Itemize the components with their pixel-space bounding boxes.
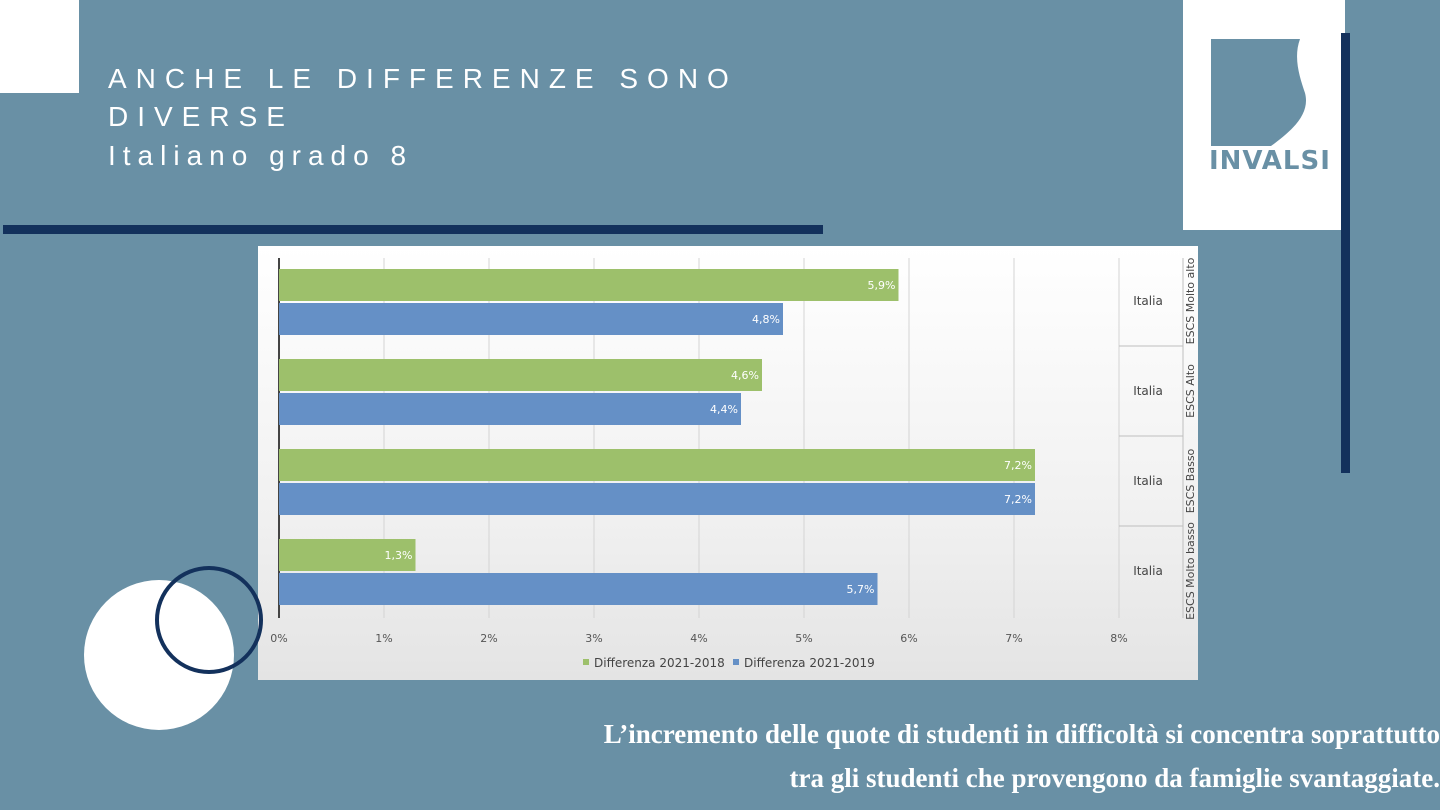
- bar: [279, 573, 878, 605]
- bar: [279, 449, 1035, 481]
- caption-line-2: tra gli studenti che provengono da famig…: [789, 763, 1440, 793]
- x-tick-label: 0%: [270, 632, 287, 645]
- legend-entry: Differenza 2021-2019: [744, 656, 875, 670]
- title-line-2: DIVERSE: [108, 101, 294, 132]
- title-divider: [3, 225, 823, 234]
- data-label: 4,8%: [752, 313, 780, 326]
- x-tick-label: 3%: [585, 632, 602, 645]
- bar: [279, 539, 416, 571]
- caption-line-1: L’incremento delle quote di studenti in …: [603, 719, 1440, 749]
- data-label: 5,7%: [847, 583, 875, 596]
- group-label: ESCS Molto alto: [1184, 257, 1197, 344]
- bar: [279, 483, 1035, 515]
- bar: [279, 269, 899, 301]
- bar: [279, 303, 783, 335]
- decorative-ring: [155, 566, 263, 674]
- logo-vertical-bar: [1341, 33, 1350, 473]
- category-label: Italia: [1133, 564, 1163, 578]
- bar: [279, 359, 762, 391]
- group-label: ESCS Alto: [1184, 364, 1197, 418]
- category-label: Italia: [1133, 474, 1163, 488]
- legend-entry: Differenza 2021-2018: [594, 656, 725, 670]
- x-tick-label: 5%: [795, 632, 812, 645]
- corner-decoration: [0, 0, 79, 93]
- data-label: 4,6%: [731, 369, 759, 382]
- data-label: 7,2%: [1004, 493, 1032, 506]
- group-label: ESCS Molto basso: [1184, 522, 1197, 620]
- logo-text: INVALSI: [1209, 146, 1331, 176]
- data-label: 5,9%: [868, 279, 896, 292]
- category-label: Italia: [1133, 294, 1163, 308]
- chart-panel: 0% 1% 2% 3% 4% 5% 6% 7% 8% 5,9% 4,8% Italia ESCS Mol…: [258, 246, 1198, 680]
- x-tick-label: 6%: [900, 632, 917, 645]
- data-label: 4,4%: [710, 403, 738, 416]
- x-tick-label: 4%: [690, 632, 707, 645]
- group-label: ESCS Basso: [1184, 448, 1197, 513]
- slide-subtitle: Italiano grado 8: [108, 140, 414, 171]
- data-label: 7,2%: [1004, 459, 1032, 472]
- x-tick-label: 2%: [480, 632, 497, 645]
- logo-mark-icon: [1211, 39, 1307, 146]
- legend-swatch: [583, 659, 589, 665]
- slide-title: ANCHE LE DIFFERENZE SONO DIVERSE Italian…: [108, 60, 738, 176]
- x-tick-label: 8%: [1110, 632, 1127, 645]
- category-label: Italia: [1133, 384, 1163, 398]
- x-tick-label: 1%: [375, 632, 392, 645]
- caption: L’incremento delle quote di studenti in …: [380, 712, 1440, 800]
- invalsi-logo: [1183, 0, 1345, 230]
- title-line-1: ANCHE LE DIFFERENZE SONO: [108, 63, 738, 94]
- x-tick-label: 7%: [1005, 632, 1022, 645]
- data-label: 1,3%: [385, 549, 413, 562]
- bar: [279, 393, 741, 425]
- bar-chart: 0% 1% 2% 3% 4% 5% 6% 7% 8% 5,9% 4,8% Italia ESCS Mol…: [270, 257, 1197, 670]
- legend-swatch: [733, 659, 739, 665]
